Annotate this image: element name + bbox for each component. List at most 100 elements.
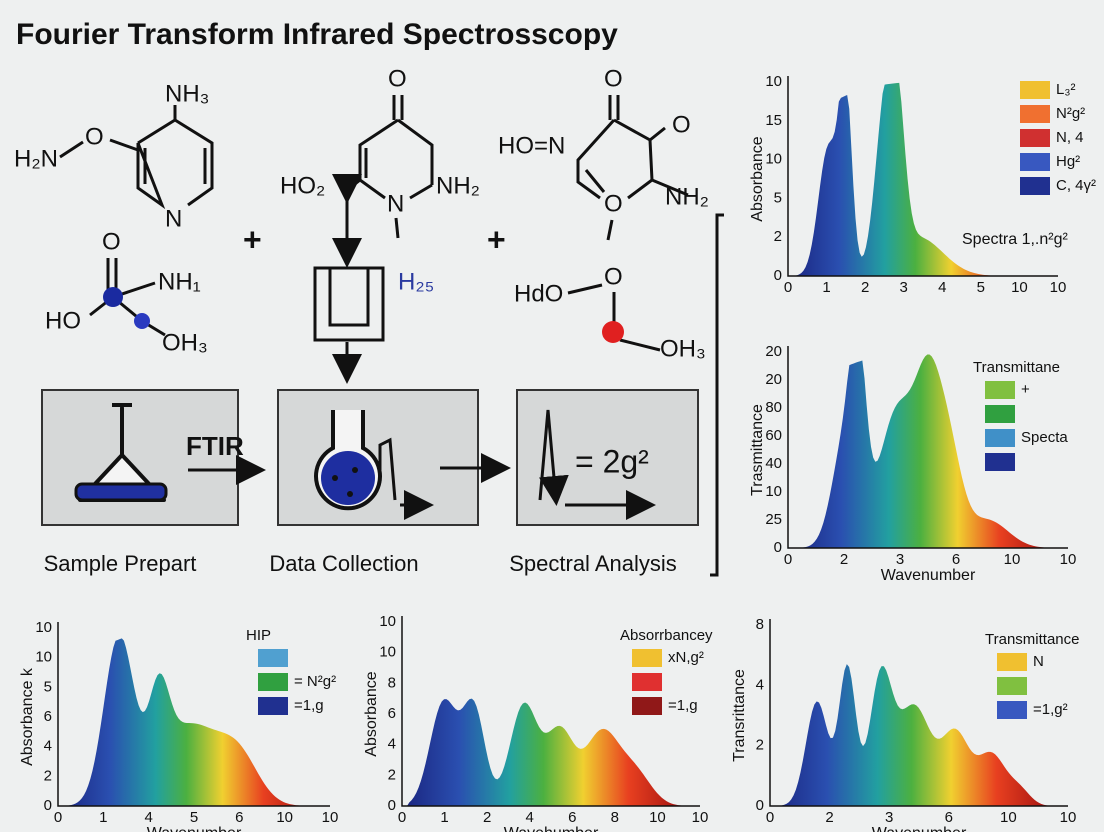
x-tick-label: 0 (766, 809, 774, 826)
x-tick-label: 2 (840, 551, 848, 568)
axis (787, 346, 1068, 549)
legend-swatch (1020, 129, 1050, 147)
legend-label: N²g² (1056, 105, 1085, 122)
legend-swatch (1020, 153, 1050, 171)
spectrum (402, 698, 685, 806)
spectrum (58, 638, 315, 806)
legend-label: Specta (1021, 429, 1068, 446)
y-axis-label: Absorbance k (19, 667, 36, 766)
y-tick-label: 10 (765, 73, 782, 90)
plus: + (487, 221, 506, 257)
x-axis-label: Wavenumber (147, 825, 242, 832)
y-tick-label: 5 (774, 189, 782, 206)
atom-label: N (387, 190, 404, 217)
x-tick-label: 0 (784, 551, 792, 568)
legend-swatch (997, 653, 1027, 671)
y-axis-label: Trasmittance (749, 404, 766, 496)
step-label: Sample Prepart (44, 551, 197, 576)
legend-label: =1,g (668, 697, 698, 714)
y-tick-label: 10 (765, 151, 782, 168)
x-tick-label: 2 (483, 809, 491, 826)
step-label: Data Collection (269, 551, 418, 576)
atom-label: OH₃ (660, 335, 706, 362)
legend-label: xN,g² (668, 649, 704, 666)
y-tick-label: 2 (774, 228, 782, 245)
atom-label: OH₃ (162, 329, 208, 356)
legend-swatch (258, 649, 288, 667)
atom-label: O (604, 263, 623, 290)
legend-swatch (632, 673, 662, 691)
x-tick-label: 1 (822, 279, 830, 296)
molecule: NH₃ H₂N O N (14, 80, 214, 232)
x-tick-label: 3 (885, 809, 893, 826)
x-tick-label: 10 (649, 809, 666, 826)
atom-label: NH₃ (165, 80, 209, 107)
y-tick-label: 25 (765, 511, 782, 528)
y-tick-label: 80 (765, 399, 782, 416)
atom-label: O (604, 190, 623, 217)
legend-swatch (985, 429, 1015, 447)
x-tick-label: 10 (276, 809, 293, 826)
title: Fourier Transform Infrared Spectrosscopy (16, 18, 618, 51)
y-tick-label: 20 (765, 343, 782, 360)
atom-label: N (165, 205, 182, 232)
atom-label: O (672, 111, 691, 138)
x-tick-label: 6 (568, 809, 576, 826)
legend-swatch (997, 677, 1027, 695)
legend-label: =1,g² (1033, 701, 1068, 718)
legend-label: = N²g² (294, 673, 336, 690)
spectrum (788, 82, 1043, 276)
legend-swatch (1020, 81, 1050, 99)
y-tick-label: 10 (379, 644, 396, 661)
y-tick-label: 5 (44, 678, 52, 695)
y-tick-label: 10 (35, 619, 52, 636)
x-tick-label: 8 (611, 809, 619, 826)
legend-label: C, 4γ² (1056, 177, 1096, 194)
x-tick-label: 10 (1011, 279, 1028, 296)
plus: + (243, 221, 262, 257)
x-tick-label: 0 (54, 809, 62, 826)
y-tick-label: 0 (756, 797, 764, 814)
x-tick-label: 10 (1004, 551, 1021, 568)
y-tick-label: 0 (388, 797, 396, 814)
x-tick-label: 4 (526, 809, 534, 826)
x-tick-label: 5 (190, 809, 198, 826)
axis (787, 76, 1058, 277)
atom-label: HO₂ (280, 172, 325, 199)
equation: = 2g² (575, 443, 649, 479)
y-tick-label: 6 (388, 705, 396, 722)
legend-title: Absorrbancey (620, 627, 713, 644)
legend-swatch (1020, 105, 1050, 123)
x-tick-label: 10 (692, 809, 709, 826)
legend-title: Transmittane (973, 359, 1060, 376)
axis (57, 622, 330, 807)
atom-label: O (85, 123, 104, 150)
atom-label: O (604, 65, 623, 92)
atom-label: NH₂ (436, 172, 480, 199)
legend-swatch (258, 673, 288, 691)
y-tick-label: 2 (44, 767, 52, 784)
y-tick-label: 0 (774, 267, 782, 284)
legend-label: N (1033, 653, 1044, 670)
x-tick-label: 4 (938, 279, 946, 296)
x-tick-label: 2 (825, 809, 833, 826)
y-axis-label: Absorbance (749, 136, 766, 221)
x-tick-label: 10 (1060, 551, 1077, 568)
legend-swatch (985, 381, 1015, 399)
x-axis-label: Wavehumber (504, 825, 599, 832)
molecule: O O HO=N NH₂ O HdO O OH₃ (498, 65, 709, 362)
legend-swatch (985, 405, 1015, 423)
y-tick-label: 2 (756, 737, 764, 754)
step-label: Spectral Analysis (509, 551, 677, 576)
x-tick-label: 0 (784, 279, 792, 296)
y-tick-label: 40 (765, 455, 782, 472)
x-tick-label: 1 (99, 809, 107, 826)
atom-label: HO=N (498, 132, 565, 159)
y-tick-label: 4 (44, 738, 52, 755)
x-axis-label: Wavenumber (881, 567, 976, 584)
legend-label: + (1021, 381, 1030, 398)
x-tick-label: 10 (1050, 279, 1067, 296)
x-tick-label: 6 (235, 809, 243, 826)
atom-label: NH₂ (665, 183, 709, 210)
x-axis-label: Wavenumber (872, 825, 967, 832)
